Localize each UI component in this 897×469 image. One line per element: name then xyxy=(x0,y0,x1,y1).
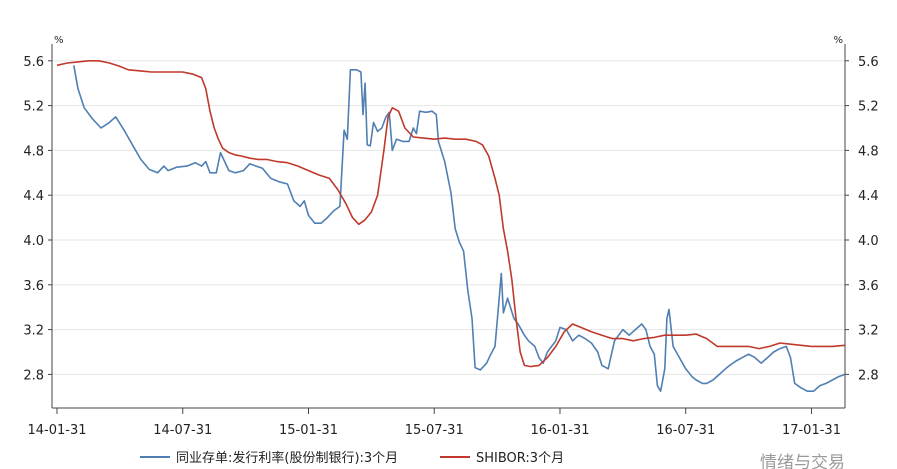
axes: 5.6 5.6 5.2 5.2 4.8 4.8 4.4 4.4 4.0 4.0 3.6 3.6 3.2 3… xyxy=(23,35,878,438)
y-unit-left: % xyxy=(54,35,64,46)
y-tick-label-left-3: 4.4 xyxy=(23,189,44,204)
x-tick-label-1: 14-07-31 xyxy=(153,423,212,438)
legend-label-0: 同业存单:发行利率(股份制银行):3个月 xyxy=(176,450,398,466)
legend-label-1: SHIBOR:3个月 xyxy=(476,451,564,466)
y-tick-label-right-4: 4.0 xyxy=(858,234,879,249)
y-tick-label-right-5: 3.6 xyxy=(858,279,879,294)
y-tick-label-left-7: 2.8 xyxy=(23,368,44,383)
y-tick-label-right-3: 4.4 xyxy=(858,189,879,204)
grid-lines xyxy=(52,60,845,375)
y-tick-label-left-2: 4.8 xyxy=(23,144,44,159)
y-tick-label-right-7: 2.8 xyxy=(858,368,879,383)
series-line-1 xyxy=(56,60,846,368)
y-tick-label-right-2: 4.8 xyxy=(858,144,879,159)
series-lines xyxy=(56,60,846,392)
y-tick-label-left-5: 3.6 xyxy=(23,279,44,294)
y-tick-label-left-6: 3.2 xyxy=(23,324,44,339)
x-tick-label-2: 15-01-31 xyxy=(279,423,338,438)
y-tick-label-left-1: 5.2 xyxy=(23,100,44,115)
y-tick-label-left-4: 4.0 xyxy=(23,234,44,249)
series-line-0 xyxy=(73,65,846,392)
legend: 同业存单:发行利率(股份制银行):3个月 SHIBOR:3个月 xyxy=(140,450,564,466)
x-tick-label-0: 14-01-31 xyxy=(27,423,86,438)
x-tick-label-4: 16-01-31 xyxy=(530,423,589,438)
y-unit-right: % xyxy=(833,35,843,46)
x-tick-label-3: 15-07-31 xyxy=(405,423,464,438)
y-tick-label-right-6: 3.2 xyxy=(858,324,879,339)
x-tick-label-6: 17-01-31 xyxy=(782,423,841,438)
y-tick-label-right-1: 5.2 xyxy=(858,100,879,115)
y-tick-label-left-0: 5.6 xyxy=(23,55,44,70)
y-tick-label-right-0: 5.6 xyxy=(858,55,879,70)
x-tick-label-5: 16-07-31 xyxy=(656,423,715,438)
watermark-text: 情绪与交易 xyxy=(760,453,845,469)
